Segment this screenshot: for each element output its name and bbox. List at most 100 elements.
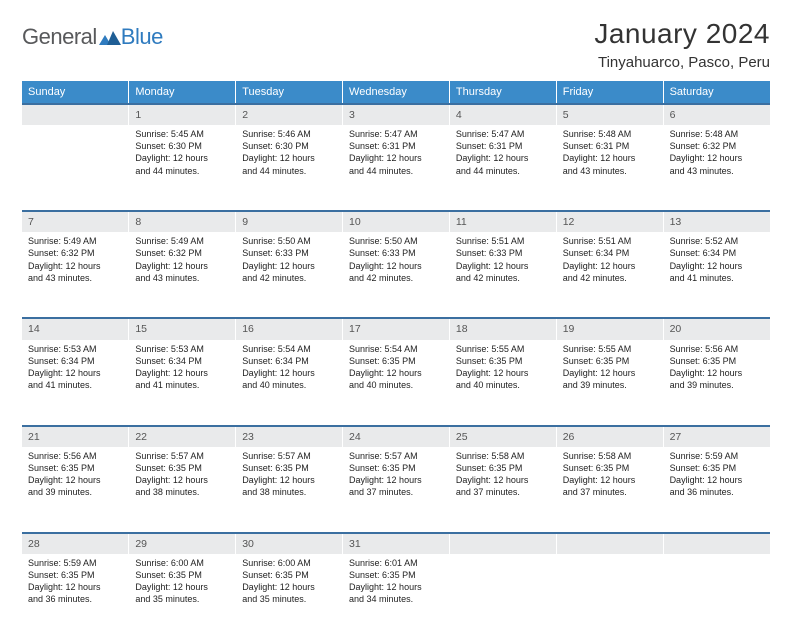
- day2-text: and 44 minutes.: [456, 165, 550, 177]
- day-content-cell: Sunrise: 5:47 AMSunset: 6:31 PMDaylight:…: [343, 125, 450, 211]
- day-number-cell: 9: [236, 211, 343, 232]
- day-number-cell: 4: [449, 104, 556, 125]
- day2-text: and 44 minutes.: [135, 165, 229, 177]
- day-number-cell: 17: [343, 318, 450, 339]
- day2-text: and 36 minutes.: [28, 593, 122, 605]
- day1-text: Daylight: 12 hours: [242, 581, 336, 593]
- day2-text: and 44 minutes.: [242, 165, 336, 177]
- day-number-cell: 28: [22, 533, 129, 554]
- day2-text: and 42 minutes.: [563, 272, 657, 284]
- day-number-row: 78910111213: [22, 211, 770, 232]
- location-subtitle: Tinyahuarco, Pasco, Peru: [594, 54, 770, 71]
- sunset-text: Sunset: 6:34 PM: [563, 247, 657, 259]
- day-content-cell: [663, 554, 770, 640]
- sunrise-text: Sunrise: 5:50 AM: [242, 235, 336, 247]
- day-number-cell: [449, 533, 556, 554]
- day1-text: Daylight: 12 hours: [242, 152, 336, 164]
- day2-text: and 40 minutes.: [242, 379, 336, 391]
- day2-text: and 34 minutes.: [349, 593, 443, 605]
- day-content-cell: Sunrise: 5:54 AMSunset: 6:34 PMDaylight:…: [236, 340, 343, 426]
- sunset-text: Sunset: 6:35 PM: [349, 462, 443, 474]
- day1-text: Daylight: 12 hours: [349, 474, 443, 486]
- sunset-text: Sunset: 6:34 PM: [242, 355, 336, 367]
- day-content-cell: Sunrise: 5:46 AMSunset: 6:30 PMDaylight:…: [236, 125, 343, 211]
- day-number-cell: 3: [343, 104, 450, 125]
- day-number-cell: 20: [663, 318, 770, 339]
- day-number-cell: 14: [22, 318, 129, 339]
- calendar-head: Sunday Monday Tuesday Wednesday Thursday…: [22, 81, 770, 104]
- sunrise-text: Sunrise: 6:00 AM: [135, 557, 229, 569]
- day-content-cell: Sunrise: 5:47 AMSunset: 6:31 PMDaylight:…: [449, 125, 556, 211]
- sunrise-text: Sunrise: 5:47 AM: [349, 128, 443, 140]
- sunrise-text: Sunrise: 5:49 AM: [135, 235, 229, 247]
- day2-text: and 42 minutes.: [456, 272, 550, 284]
- sunrise-text: Sunrise: 5:53 AM: [28, 343, 122, 355]
- sunset-text: Sunset: 6:35 PM: [456, 462, 550, 474]
- sunset-text: Sunset: 6:35 PM: [349, 569, 443, 581]
- day1-text: Daylight: 12 hours: [242, 367, 336, 379]
- day-content-cell: Sunrise: 5:53 AMSunset: 6:34 PMDaylight:…: [129, 340, 236, 426]
- day-number-cell: 15: [129, 318, 236, 339]
- day-number-cell: 8: [129, 211, 236, 232]
- day-content-cell: Sunrise: 5:57 AMSunset: 6:35 PMDaylight:…: [343, 447, 450, 533]
- sunset-text: Sunset: 6:35 PM: [135, 569, 229, 581]
- day-number-cell: 10: [343, 211, 450, 232]
- day-number-cell: 27: [663, 426, 770, 447]
- day1-text: Daylight: 12 hours: [563, 260, 657, 272]
- day1-text: Daylight: 12 hours: [135, 474, 229, 486]
- calendar-page: General Blue January 2024 Tinyahuarco, P…: [0, 0, 792, 612]
- day-content-cell: Sunrise: 5:50 AMSunset: 6:33 PMDaylight:…: [343, 232, 450, 318]
- sunset-text: Sunset: 6:35 PM: [563, 355, 657, 367]
- day-number-cell: [663, 533, 770, 554]
- sunrise-text: Sunrise: 5:58 AM: [563, 450, 657, 462]
- day-content-row: Sunrise: 5:49 AMSunset: 6:32 PMDaylight:…: [22, 232, 770, 318]
- day-number-row: 28293031: [22, 533, 770, 554]
- day2-text: and 38 minutes.: [242, 486, 336, 498]
- sunset-text: Sunset: 6:35 PM: [349, 355, 443, 367]
- day-number-cell: 30: [236, 533, 343, 554]
- sunrise-text: Sunrise: 6:01 AM: [349, 557, 443, 569]
- day1-text: Daylight: 12 hours: [563, 474, 657, 486]
- day2-text: and 39 minutes.: [670, 379, 764, 391]
- day2-text: and 35 minutes.: [135, 593, 229, 605]
- sunrise-text: Sunrise: 5:55 AM: [456, 343, 550, 355]
- day-content-cell: [22, 125, 129, 211]
- sunrise-text: Sunrise: 5:45 AM: [135, 128, 229, 140]
- day-number-cell: 12: [556, 211, 663, 232]
- day2-text: and 37 minutes.: [456, 486, 550, 498]
- day-content-cell: Sunrise: 5:48 AMSunset: 6:32 PMDaylight:…: [663, 125, 770, 211]
- day1-text: Daylight: 12 hours: [563, 367, 657, 379]
- logo-flag-icon: [99, 29, 121, 45]
- sunset-text: Sunset: 6:35 PM: [670, 462, 764, 474]
- day-number-cell: 7: [22, 211, 129, 232]
- sunset-text: Sunset: 6:35 PM: [28, 462, 122, 474]
- day2-text: and 39 minutes.: [563, 379, 657, 391]
- sunrise-text: Sunrise: 5:54 AM: [242, 343, 336, 355]
- month-title: January 2024: [594, 18, 770, 50]
- sunrise-text: Sunrise: 5:48 AM: [670, 128, 764, 140]
- sunset-text: Sunset: 6:32 PM: [670, 140, 764, 152]
- sunrise-text: Sunrise: 5:59 AM: [670, 450, 764, 462]
- day-number-cell: 25: [449, 426, 556, 447]
- day2-text: and 40 minutes.: [349, 379, 443, 391]
- day1-text: Daylight: 12 hours: [28, 367, 122, 379]
- day-content-cell: Sunrise: 6:00 AMSunset: 6:35 PMDaylight:…: [129, 554, 236, 640]
- day-content-cell: Sunrise: 5:53 AMSunset: 6:34 PMDaylight:…: [22, 340, 129, 426]
- day2-text: and 37 minutes.: [563, 486, 657, 498]
- day1-text: Daylight: 12 hours: [135, 260, 229, 272]
- day1-text: Daylight: 12 hours: [135, 367, 229, 379]
- weekday-header: Friday: [556, 81, 663, 104]
- sunrise-text: Sunrise: 5:49 AM: [28, 235, 122, 247]
- day-content-cell: Sunrise: 5:59 AMSunset: 6:35 PMDaylight:…: [663, 447, 770, 533]
- day-content-cell: Sunrise: 5:59 AMSunset: 6:35 PMDaylight:…: [22, 554, 129, 640]
- day-number-row: 123456: [22, 104, 770, 125]
- day-number-row: 14151617181920: [22, 318, 770, 339]
- sunset-text: Sunset: 6:30 PM: [135, 140, 229, 152]
- day-content-row: Sunrise: 5:59 AMSunset: 6:35 PMDaylight:…: [22, 554, 770, 640]
- day-number-cell: 5: [556, 104, 663, 125]
- day2-text: and 39 minutes.: [28, 486, 122, 498]
- day-content-cell: Sunrise: 5:55 AMSunset: 6:35 PMDaylight:…: [556, 340, 663, 426]
- day1-text: Daylight: 12 hours: [456, 260, 550, 272]
- sunset-text: Sunset: 6:31 PM: [563, 140, 657, 152]
- day-number-cell: 18: [449, 318, 556, 339]
